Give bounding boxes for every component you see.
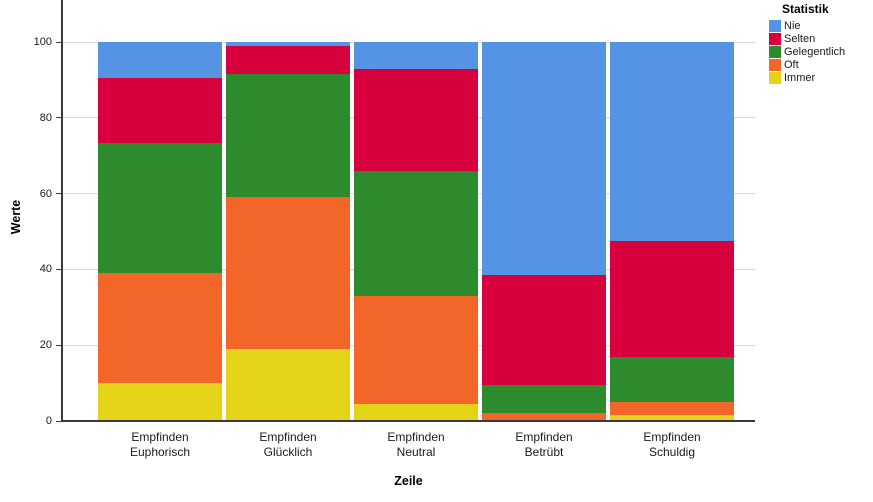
x-category-label-1: Empfinden Euphorisch (98, 430, 222, 460)
bar-segment-nie-2 (226, 42, 350, 46)
x-category-label-line: Empfinden (131, 430, 189, 444)
legend-swatch-icon (769, 72, 781, 84)
legend-item-label: Oft (784, 59, 799, 71)
legend-swatch-icon (769, 33, 781, 45)
legend-item-oft: Oft (769, 59, 845, 71)
bar-segment-nie-1 (98, 42, 222, 79)
bar-segment-oft-5 (610, 402, 734, 416)
bar-segment-immer-5 (610, 415, 734, 421)
x-category-label-5: Empfinden Schuldig (610, 430, 734, 460)
bar-segment-oft-4 (482, 413, 606, 421)
y-tick-100 (56, 41, 62, 43)
y-tick-label-80: 80 (39, 111, 52, 124)
x-category-label-line: Empfinden (515, 430, 573, 444)
x-axis-title: Zeile (394, 474, 423, 488)
bar-segment-nie-4 (482, 42, 606, 276)
legend-item-label: Selten (784, 33, 816, 45)
bar-segment-immer-2 (226, 349, 350, 421)
bar-segment-selten-5 (610, 241, 734, 357)
bar-segment-oft-2 (226, 197, 350, 350)
bar-segment-nie-3 (354, 42, 478, 69)
x-category-label-2: Empfinden Glücklich (226, 430, 350, 460)
legend-swatch-icon (769, 59, 781, 71)
x-category-label-line: Empfinden (643, 430, 701, 444)
y-tick-label-60: 60 (39, 187, 52, 200)
y-tick-label-40: 40 (39, 263, 52, 276)
legend-item-selten: Selten (769, 33, 845, 45)
y-axis-line (61, 0, 63, 422)
x-category-label-line: Schuldig (648, 445, 696, 459)
y-tick-label-20: 20 (39, 339, 52, 352)
bar-segment-gelegentlich-4 (482, 385, 606, 414)
legend-item-immer: Immer (769, 72, 845, 84)
bar-segment-immer-3 (354, 403, 478, 421)
bar-segment-oft-3 (354, 295, 478, 404)
bar-segment-selten-2 (226, 45, 350, 75)
legend-item-nie: Nie (769, 20, 845, 32)
legend: Statistik Nie Selten Gelegentlich Oft Immer (769, 2, 845, 85)
y-tick-60 (56, 193, 62, 195)
x-category-label-line: Euphorisch (129, 445, 191, 459)
bar-segment-oft-1 (98, 273, 222, 384)
y-tick-40 (56, 268, 62, 270)
gridline-100 (62, 41, 755, 43)
bar-segment-selten-4 (482, 275, 606, 386)
bar-segment-nie-5 (610, 42, 734, 242)
x-category-label-line: Glücklich (263, 445, 313, 459)
bar-segment-gelegentlich-5 (610, 356, 734, 403)
y-tick-80 (56, 117, 62, 119)
legend-item-label: Immer (784, 72, 816, 84)
y-tick-label-0: 0 (45, 415, 52, 427)
y-tick-0 (56, 420, 62, 422)
bar-segment-gelegentlich-2 (226, 74, 350, 198)
y-tick-label-100: 100 (33, 36, 52, 49)
bar-segment-selten-3 (354, 68, 478, 171)
legend-swatch-icon (769, 46, 781, 58)
legend-item-label: Nie (784, 20, 801, 32)
legend-swatch-icon (769, 20, 781, 32)
legend-item-gelegentlich: Gelegentlich (769, 46, 845, 58)
x-category-label-line: Empfinden (259, 430, 317, 444)
x-axis-line (61, 420, 755, 422)
bar-segment-immer-1 (98, 383, 222, 421)
x-category-label-line: Empfinden (387, 430, 445, 444)
x-category-label-line: Betrübt (524, 445, 564, 459)
legend-items: Nie Selten Gelegentlich Oft Immer (769, 20, 845, 84)
x-category-label-3: Empfinden Neutral (354, 430, 478, 460)
x-category-label-4: Empfinden Betrübt (482, 430, 606, 460)
bar-segment-selten-1 (98, 78, 222, 143)
x-category-label-line: Neutral (396, 445, 436, 459)
bar-segment-gelegentlich-3 (354, 170, 478, 296)
bar-segment-gelegentlich-1 (98, 142, 222, 274)
y-tick-20 (56, 344, 62, 346)
y-axis-title: Werte (9, 199, 23, 235)
legend-title: Statistik (782, 2, 829, 16)
legend-item-label: Gelegentlich (784, 46, 846, 58)
